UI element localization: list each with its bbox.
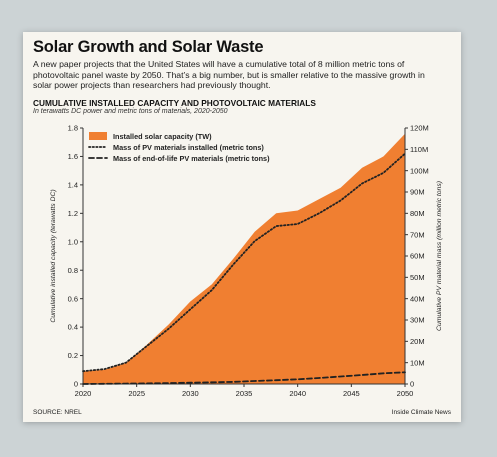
y-left-tick-label: 0.8 (68, 266, 78, 275)
legend-label: Mass of PV materials installed (metric t… (113, 143, 264, 152)
y-left-tick-label: 1.2 (68, 209, 78, 218)
source-note: SOURCE: NREL (33, 409, 82, 416)
x-tick-label: 2030 (182, 389, 199, 398)
y-right-tick-label: 100M (410, 166, 429, 175)
x-tick-label: 2020 (75, 389, 92, 398)
y-left-tick-label: 1.8 (68, 124, 78, 133)
y-left-axis-title: Cumulative installed capacity (terawatts… (50, 189, 57, 322)
y-right-tick-label: 80M (410, 209, 425, 218)
y-right-tick-label: 0 (410, 380, 414, 389)
y-right-tick-label: 110M (410, 145, 428, 154)
y-right-tick-label: 10M (410, 358, 425, 367)
chart: 2020 2025 2030 2035 2040 2045 205000.20.40.60.… (50, 124, 443, 398)
y-left-tick-label: 1.0 (68, 237, 78, 246)
y-left-tick-label: 1.4 (68, 180, 78, 189)
y-right-tick-label: 20M (410, 337, 425, 346)
x-tick-label: 2035 (236, 389, 253, 398)
infographic-card: Solar Growth and Solar Waste A new paper… (23, 32, 461, 422)
page-title: Solar Growth and Solar Waste (33, 38, 264, 56)
series-line-pv-installed (82, 152, 406, 373)
x-tick-label: 2050 (397, 389, 414, 398)
credit-note: Inside Climate News (391, 409, 451, 416)
y-right-tick-label: 30M (410, 316, 425, 325)
legend-label: Mass of end-of-life PV materials (metric… (113, 154, 270, 163)
y-right-axis-title: Cumulative PV material mass (million met… (436, 181, 443, 331)
legend-swatch-area (89, 132, 107, 140)
series-area-capacity (83, 133, 405, 384)
x-tick-label: 2025 (128, 389, 145, 398)
area-layer (83, 133, 405, 384)
chart-title: CUMULATIVE INSTALLED CAPACITY AND PHOTOV… (33, 98, 316, 108)
y-left-tick-label: 0.2 (68, 351, 78, 360)
axes-layer: 2020 2025 2030 2035 2040 2045 205000.20.40.60.… (50, 124, 443, 398)
y-right-tick-label: 50M (410, 273, 425, 282)
y-left-tick-label: 0 (74, 380, 78, 389)
legend: Installed solar capacity (TW) Mass of PV … (88, 132, 270, 163)
y-left-tick-label: 0.4 (68, 323, 78, 332)
x-tick-label: 2045 (343, 389, 360, 398)
legend-label: Installed solar capacity (TW) (113, 132, 212, 141)
line-layer (82, 152, 406, 385)
y-left-tick-label: 0.6 (68, 294, 78, 303)
series-line-end-of-life (82, 371, 406, 385)
y-right-tick-label: 60M (410, 252, 425, 261)
y-right-tick-label: 40M (410, 294, 425, 303)
y-right-tick-label: 120M (410, 124, 429, 133)
page-subtitle: A new paper projects that the United Sta… (33, 59, 425, 91)
chart-subtitle: In terawatts DC power and metric tons of… (33, 108, 228, 115)
x-tick-label: 2040 (289, 389, 306, 398)
y-left-tick-label: 1.6 (68, 152, 78, 161)
y-right-tick-label: 90M (410, 188, 425, 197)
y-right-tick-label: 70M (410, 230, 425, 239)
